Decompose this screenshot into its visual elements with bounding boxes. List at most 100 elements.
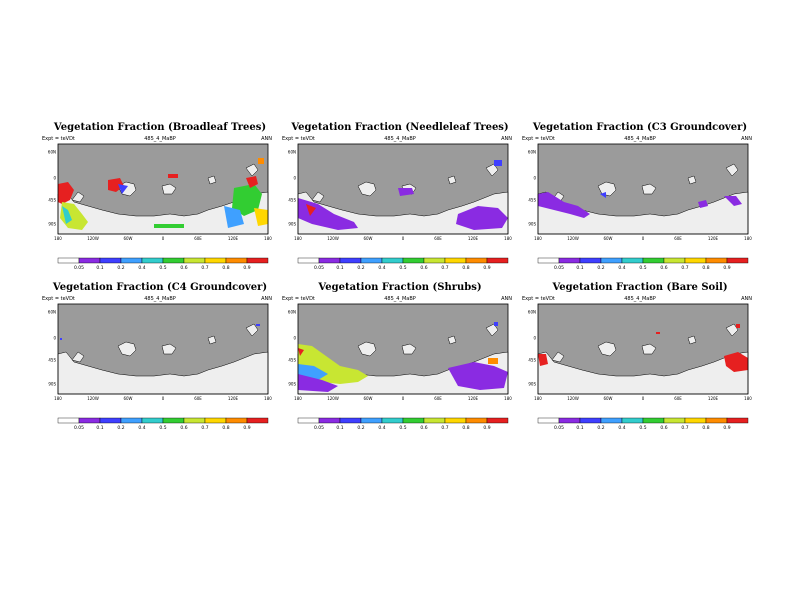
land-area: [537, 351, 749, 395]
lon-label: 0: [642, 396, 645, 401]
lon-label: 60E: [674, 396, 682, 401]
colorbar-label: 0.2: [117, 265, 124, 271]
expt-label: Expt = teVDt: [282, 136, 315, 142]
colorbar-swatch: [600, 257, 623, 264]
vegetation-patch: [698, 200, 708, 208]
lon-label: 60W: [363, 236, 372, 241]
vegetation-patch: [168, 174, 178, 178]
colorbar-swatch: [444, 417, 467, 424]
lon-label: 180: [534, 236, 542, 241]
colorbar-swatch: [579, 257, 602, 264]
panel-title: Vegetation Fraction (Shrubs): [318, 282, 482, 293]
land-area: [641, 183, 657, 195]
lon-label: 0: [402, 236, 405, 241]
colorbar-swatch: [444, 257, 467, 264]
colorbar-label: 0.9: [483, 425, 490, 431]
colorbar-swatch: [684, 257, 707, 264]
panel-title: Vegetation Fraction (Needleleaf Trees): [291, 122, 509, 133]
land-area: [687, 175, 697, 185]
colorbar-label: 0.2: [597, 425, 604, 431]
land-area: [161, 183, 177, 195]
colorbar-label: 0.1: [336, 425, 343, 431]
run-label: 485_4_MaBP: [624, 136, 656, 142]
lon-label: 60W: [123, 236, 132, 241]
run-label: 485_4_MaBP: [144, 296, 176, 302]
vegetation-patch: [494, 160, 502, 166]
expt-label: Expt = teVDt: [522, 136, 555, 142]
map-panel: Vegetation Fraction (C4 Groundcover) Expt…: [40, 282, 280, 462]
colorbar-label: 0.8: [462, 425, 469, 431]
vegetation-patch: [724, 352, 748, 372]
lon-label: 120E: [228, 236, 239, 241]
lon-label: 60W: [603, 396, 612, 401]
land-area: [551, 351, 565, 363]
map-frame: [57, 303, 269, 395]
colorbar-label: 0.1: [576, 425, 583, 431]
colorbar-swatch: [99, 417, 122, 424]
colorbar-label: 0.05: [74, 425, 84, 431]
colorbar-swatch: [246, 417, 269, 424]
colorbar-swatch: [558, 417, 581, 424]
colorbar-swatch: [204, 417, 227, 424]
lat-label: 90S: [288, 382, 296, 387]
vegetation-patch: [246, 176, 258, 188]
colorbar-swatch: [621, 417, 644, 424]
lon-label: 180: [744, 236, 752, 241]
map-plot: 60N 0 45S 90S 180 120W 60W 0 60E 120E 180: [288, 143, 512, 241]
map-frame: [537, 143, 749, 235]
colorbar-label: 0.9: [723, 265, 730, 271]
vegetation-patch: [600, 192, 606, 198]
lon-label: 180: [264, 236, 272, 241]
colorbar-swatch: [141, 257, 164, 264]
colorbar-swatch: [162, 257, 185, 264]
colorbar-label: 0.2: [357, 425, 364, 431]
map-frame: [297, 143, 509, 235]
map-panel: Vegetation Fraction (C3 Groundcover) Expt…: [520, 122, 760, 302]
map-panel: Vegetation Fraction (Needleleaf Trees) Ex…: [280, 122, 520, 302]
colorbar-swatch: [297, 417, 320, 424]
colorbar-label: 0.7: [681, 425, 688, 431]
map-frame: [57, 143, 269, 235]
vegetation-patch: [538, 192, 590, 218]
colorbar-swatch: [537, 417, 560, 424]
panel-meta: Expt = teVDt 485_4_MaBP ANN: [280, 136, 520, 144]
lat-label: 60N: [528, 310, 536, 315]
colorbar-swatch: [423, 417, 446, 424]
colorbar-label: 0.05: [74, 265, 84, 271]
lon-label: 120E: [468, 396, 479, 401]
panel-title: Vegetation Fraction (C4 Groundcover): [52, 282, 268, 293]
lat-label: 90S: [528, 222, 536, 227]
vegetation-patch: [254, 208, 268, 226]
colorbar-swatch: [183, 257, 206, 264]
lon-label: 60E: [194, 236, 202, 241]
lon-label: 180: [294, 396, 302, 401]
lat-label: 90S: [288, 222, 296, 227]
colorbar-label: 0.7: [441, 265, 448, 271]
colorbar-label: 0.8: [222, 265, 229, 271]
colorbar-swatch: [579, 417, 602, 424]
colorbar-label: 0.7: [201, 265, 208, 271]
colorbar-swatch: [318, 257, 341, 264]
lon-label: 0: [162, 236, 165, 241]
map-plot: 60N 0 45S 90S 180 120W 60W 0 60E 120E 180: [528, 303, 752, 401]
run-label: 485_4_MaBP: [384, 136, 416, 142]
season-label: ANN: [501, 136, 512, 142]
map-plot: 60N 0 45S 90S 180 120W 60W 0 60E 120E 180: [528, 143, 752, 241]
lon-label: 180: [504, 236, 512, 241]
expt-label: Expt = teVDt: [42, 296, 75, 302]
colorbar-label: 0.9: [483, 265, 490, 271]
lon-label: 60E: [674, 236, 682, 241]
colorbar-swatch: [663, 257, 686, 264]
lat-label: 45S: [288, 358, 296, 363]
lon-label: 120E: [468, 236, 479, 241]
colorbar: 0.05 0.1 0.2 0.4 0.5 0.6 0.7 0.8 0.9: [537, 417, 749, 431]
vegetation-patch: [118, 184, 128, 194]
vegetation-patch: [258, 158, 264, 164]
lat-label: 60N: [288, 310, 296, 315]
colorbar-label: 0.6: [660, 425, 667, 431]
vegetation-patch: [62, 206, 72, 224]
land-area: [71, 191, 85, 203]
vegetation-patch: [298, 198, 358, 230]
vegetation-patch: [224, 206, 244, 228]
land-area: [687, 335, 697, 345]
